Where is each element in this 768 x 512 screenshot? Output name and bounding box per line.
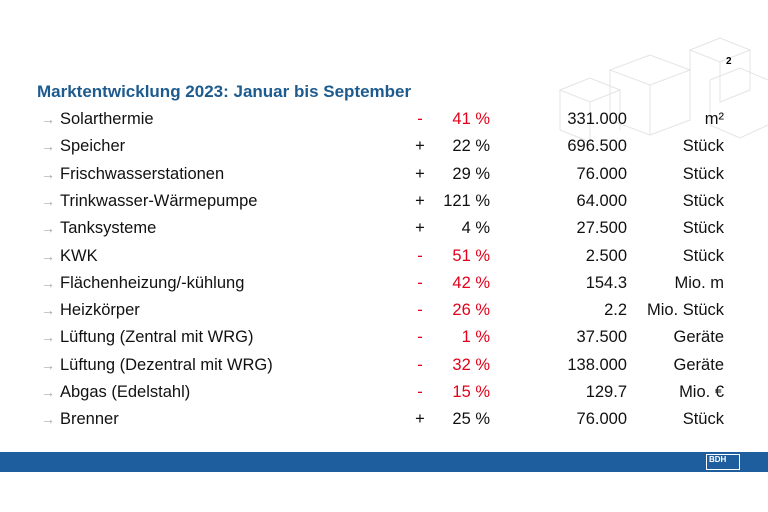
item-name: Heizkörper [60,301,140,320]
bullet-arrow: → [41,274,55,291]
unit: Mio. Stück [646,301,724,320]
unit: Stück [682,191,724,210]
table-row: → KWK - 51 % 2.500 Stück [0,244,768,268]
change-sign: + [415,137,425,156]
amount: 76.000 [576,164,627,183]
bullet-arrow: → [41,302,55,319]
item-name: Frischwasserstationen [60,164,225,183]
bullet-arrow: → [41,247,55,264]
change-sign: - [417,246,423,265]
amount: 154.3 [585,273,627,292]
unit: Stück [682,164,724,183]
change-sign: - [417,355,423,374]
bullet-arrow: → [41,138,55,155]
bullet-arrow: → [41,356,55,373]
item-name: Lüftung (Dezentral mit WRG) [60,355,273,374]
change-sign: - [417,301,423,320]
table-row: → Brenner +25 % 76.000 Stück [0,407,768,431]
bullet-arrow: → [41,111,55,127]
unit: Stück [682,219,724,238]
change-percent: 41 % [452,110,490,128]
table-row: → Heizkörper - 26 % 2.2 Mio. Stück [0,298,768,322]
item-name: Solarthermie [60,110,154,128]
unit: Stück [682,246,724,265]
change-percent: 22 % [452,137,490,156]
table-row: → Abgas (Edelstahl) - 15 % 129.7 Mio. € [0,380,768,404]
footer-band [0,452,768,472]
item-name: Lüftung (Zentral mit WRG) [60,328,254,347]
bullet-arrow: → [41,220,55,237]
item-name: Tanksysteme [60,219,157,238]
table-row: → Tanksysteme +4 % 27.500 Stück [0,216,768,240]
change-sign: - [417,383,423,401]
amount: 138.000 [567,355,627,374]
amount: 331.000 [567,110,627,128]
change-sign: + [415,191,425,210]
change-percent: 32 % [452,355,490,374]
table-row: → Solarthermie - 41 % 331.000 m² [0,107,768,131]
unit: Mio. € [679,383,724,401]
page-number: 2 [726,56,732,67]
change-sign: + [415,164,425,183]
amount: 64.000 [576,191,627,210]
bullet-arrow: → [41,329,55,346]
bullet-arrow: → [41,411,55,428]
bullet-arrow: → [41,192,55,209]
item-name: Brenner [60,410,119,429]
table-row: → Lüftung (Dezentral mit WRG) - 32 % 138.000… [0,353,768,377]
change-percent: 42 % [452,273,490,292]
change-sign: + [415,410,425,429]
logo: BDH [706,454,740,470]
amount: 27.500 [576,219,627,238]
item-name: KWK [60,246,98,265]
slide-title: Marktentwicklung 2023: Januar bis Septem… [37,82,412,101]
change-percent: 29 % [452,164,490,183]
change-sign: + [415,219,425,238]
change-sign: - [417,328,423,347]
bullet-arrow: → [41,384,55,400]
amount: 37.500 [576,328,627,347]
table-row: → Frischwasserstationen +29 % 76.000 Stück [0,162,768,186]
change-percent: 51 % [452,246,490,265]
change-percent: 121 % [443,191,490,210]
table-row: → Trinkwasser-Wärmepumpe +121 % 64.000 Stück [0,189,768,213]
item-name: Trinkwasser-Wärmepumpe [60,191,258,210]
unit: Stück [682,410,724,429]
amount: 696.500 [567,137,627,156]
bullet-arrow: → [41,165,55,182]
amount: 2.500 [585,246,627,265]
item-name: Abgas (Edelstahl) [60,383,191,401]
amount: 2.2 [604,301,627,320]
item-name: Speicher [60,137,126,156]
amount: 76.000 [576,410,627,429]
change-percent: 25 % [452,410,490,429]
table-row: → Lüftung (Zentral mit WRG) - 1 % 37.500 Gerä… [0,325,768,349]
change-sign: - [417,110,423,128]
change-percent: 1 % [461,328,490,347]
unit: Geräte [673,355,724,374]
unit: Stück [682,137,724,156]
background-cubes [558,37,768,143]
change-sign: - [417,273,423,292]
table-row: → Flächenheizung/-kühlung - 42 % 154.3 Mio. m [0,271,768,295]
unit: Geräte [673,328,724,347]
unit: Mio. m [674,273,725,292]
amount: 129.7 [585,383,627,401]
item-name: Flächenheizung/-kühlung [60,273,245,292]
change-percent: 26 % [452,301,490,320]
change-percent: 15 % [452,383,490,401]
change-percent: 4 % [461,219,490,238]
table-row: → Speicher +22 % 696.500 Stück [0,134,768,158]
unit: m² [704,110,724,128]
